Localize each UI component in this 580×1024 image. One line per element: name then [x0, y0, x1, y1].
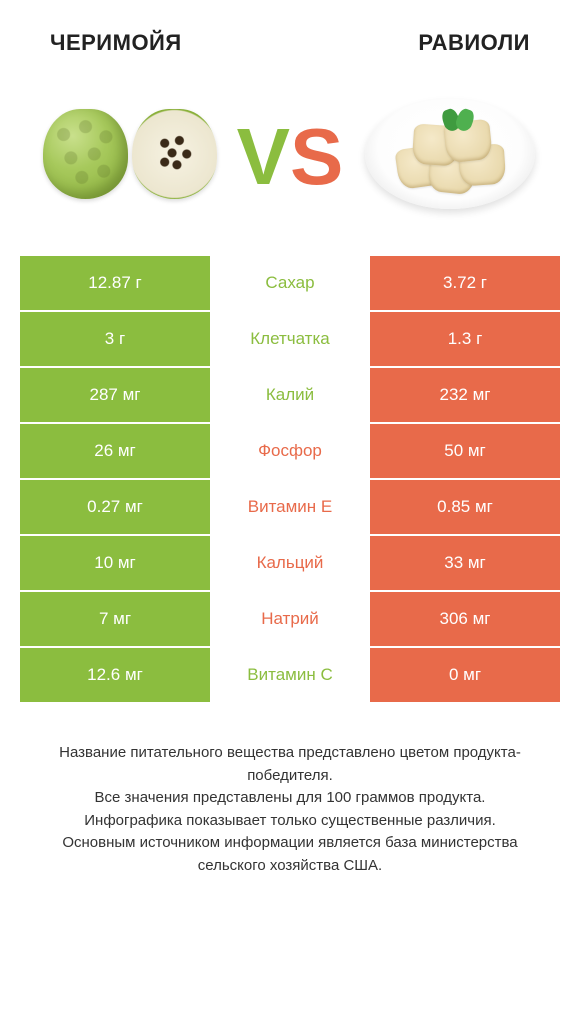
right-value: 50 мг [370, 424, 560, 478]
left-value: 12.87 г [20, 256, 210, 310]
left-value: 26 мг [20, 424, 210, 478]
right-product-image [350, 84, 550, 224]
right-value: 33 мг [370, 536, 560, 590]
right-value: 232 мг [370, 368, 560, 422]
right-product-title: РАВИОЛИ [418, 30, 530, 56]
footnote-line: Основным источником информации является … [30, 832, 550, 877]
vs-s: S [290, 117, 343, 197]
hero: V S [0, 66, 580, 256]
right-value: 1.3 г [370, 312, 560, 366]
cherimoya-whole-icon [43, 109, 128, 199]
left-value: 287 мг [20, 368, 210, 422]
left-value: 10 мг [20, 536, 210, 590]
left-value: 12.6 мг [20, 648, 210, 702]
footnote-line: Инфографика показывает только существенн… [30, 810, 550, 833]
basil-leaf-icon [443, 109, 473, 135]
header: ЧЕРИМОЙЯ РАВИОЛИ [0, 0, 580, 66]
footnote-line: Все значения представлены для 100 граммо… [30, 787, 550, 810]
table-row: 3 гКлетчатка1.3 г [20, 312, 560, 366]
right-value: 0 мг [370, 648, 560, 702]
left-value: 0.27 мг [20, 480, 210, 534]
nutrient-label: Фосфор [210, 424, 370, 478]
nutrient-label: Кальций [210, 536, 370, 590]
table-row: 287 мгКалий232 мг [20, 368, 560, 422]
left-product-title: ЧЕРИМОЙЯ [50, 30, 182, 56]
table-row: 0.27 мгВитамин E0.85 мг [20, 480, 560, 534]
nutrient-label: Клетчатка [210, 312, 370, 366]
nutrient-label: Витамин E [210, 480, 370, 534]
vs-v: V [237, 117, 290, 197]
left-value: 7 мг [20, 592, 210, 646]
footnote-text: Название питательного вещества представл… [0, 702, 580, 877]
table-row: 12.87 гСахар3.72 г [20, 256, 560, 310]
table-row: 7 мгНатрий306 мг [20, 592, 560, 646]
footnote-line: Название питательного вещества представл… [30, 742, 550, 787]
right-value: 306 мг [370, 592, 560, 646]
table-row: 12.6 мгВитамин C0 мг [20, 648, 560, 702]
nutrient-label: Калий [210, 368, 370, 422]
vs-label: V S [237, 117, 344, 197]
nutrient-label: Витамин C [210, 648, 370, 702]
nutrient-label: Натрий [210, 592, 370, 646]
comparison-table: 12.87 гСахар3.72 г3 гКлетчатка1.3 г287 м… [0, 256, 580, 702]
plate-icon [365, 99, 535, 209]
table-row: 10 мгКальций33 мг [20, 536, 560, 590]
left-value: 3 г [20, 312, 210, 366]
right-value: 0.85 мг [370, 480, 560, 534]
left-product-image [30, 84, 230, 224]
nutrient-label: Сахар [210, 256, 370, 310]
right-value: 3.72 г [370, 256, 560, 310]
table-row: 26 мгФосфор50 мг [20, 424, 560, 478]
cherimoya-cut-icon [132, 109, 217, 199]
